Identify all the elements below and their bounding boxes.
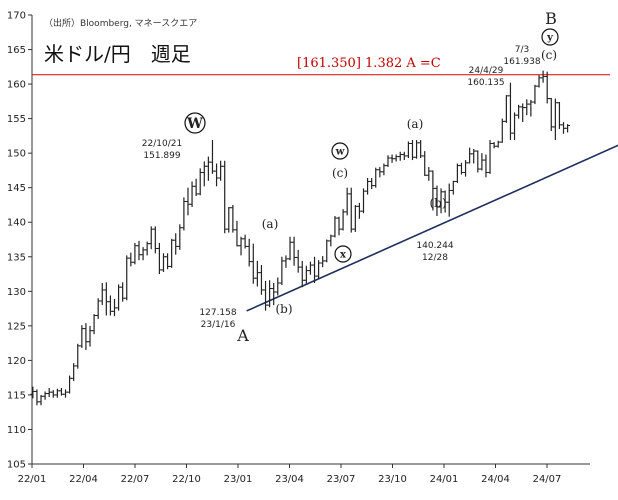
wave-label-A: A [236,326,249,345]
y-tick-label: 170 [7,11,26,22]
x-tick-label: 24/01 [430,474,459,485]
note-value: 127.158 [199,308,236,318]
wave-label-sub: (a) [262,217,279,231]
note-value: 160.135 [467,78,504,88]
x-tick-label: 23/04 [275,474,304,485]
wave-label-W: W [186,116,203,132]
wave-label-W-circle [184,112,206,134]
wave-label-x: x [340,250,347,261]
y-tick-label: 140 [7,218,26,229]
support-trendline [246,144,618,312]
x-tick-label: 22/04 [69,474,98,485]
x-tick-label: 23/01 [224,474,253,485]
x-tick-label: 23/10 [378,474,407,485]
wave-label-B: B [545,9,557,28]
chart-source: （出所）Bloomberg, マネースクエア [44,19,198,29]
y-tick-label: 160 [7,80,26,91]
wave-label-sub: (a) [407,117,424,131]
y-tick-label: 150 [7,149,26,160]
x-tick-label: 24/07 [533,474,562,485]
x-tick-label: 23/07 [327,474,356,485]
wave-label-y: y [546,33,554,44]
chart-title: 米ドル/円 週足 [44,42,191,66]
note-value: 140.244 [416,241,453,251]
y-tick-label: 155 [7,114,26,125]
note-value: 161.938 [503,57,540,67]
y-tick-label: 105 [7,460,26,471]
note-date: 12/28 [422,253,448,263]
note-date: 24/4/29 [469,66,504,76]
note-value: 151.899 [143,151,180,161]
wave-label-x-circle [334,245,352,263]
wave-label-y-circle [541,28,559,46]
wave-label-w-circle [331,142,349,160]
y-tick-label: 135 [7,252,26,263]
x-tick-label: 24/04 [481,474,510,485]
note-date: 22/10/21 [142,139,182,149]
wave-label-sub: (c) [332,166,348,180]
x-tick-label: 22/10 [172,474,201,485]
resistance-label: [161.350] 1.382 A =C [297,56,441,71]
y-tick-label: 110 [7,425,26,436]
y-tick-label: 130 [7,287,26,298]
wave-label-sub: (b) [275,302,292,316]
x-tick-label: 22/01 [18,474,47,485]
wave-label-w: w [335,147,345,158]
wave-label-sub: (b) [429,196,446,210]
y-tick-label: 115 [7,390,26,401]
note-date: 23/1/16 [201,320,236,330]
y-tick-label: 165 [7,45,26,56]
y-tick-label: 125 [7,321,26,332]
y-tick-label: 120 [7,356,26,367]
x-tick-label: 22/07 [121,474,150,485]
wave-label-sub: (c) [541,48,557,62]
y-tick-label: 145 [7,183,26,194]
note-date: 7/3 [515,45,529,55]
